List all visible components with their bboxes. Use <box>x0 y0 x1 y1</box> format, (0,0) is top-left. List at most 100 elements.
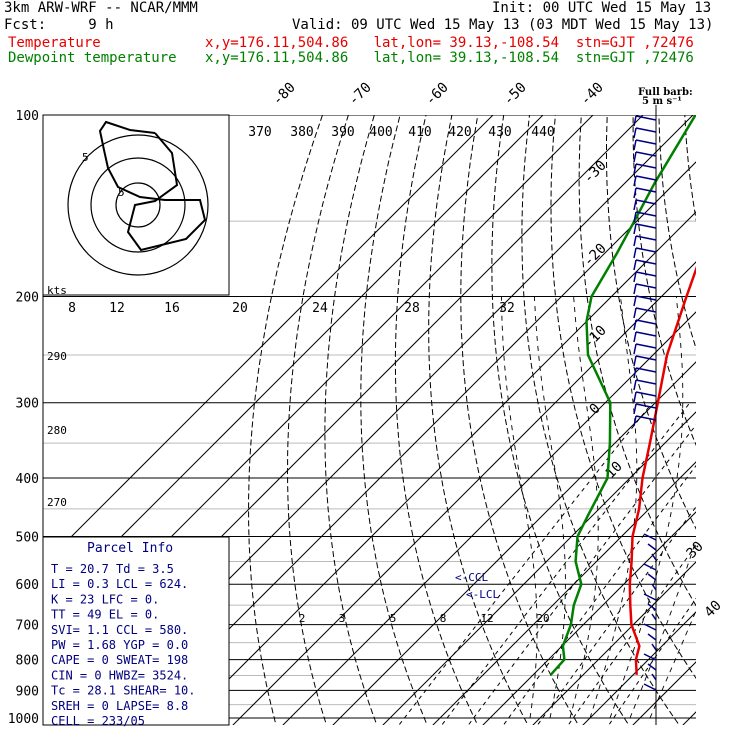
isotherm-label: -40 <box>578 80 607 109</box>
parcel-info-panel: Parcel Info T = 20.7 Td = 3.5LI = 0.3 LC… <box>42 536 230 728</box>
wind-barb-column: Full barb: 5 m s⁻¹ <box>633 87 693 725</box>
dry-adiabat-line <box>360 115 428 725</box>
mixing-ratio-line <box>502 464 696 725</box>
wind-barb <box>647 633 657 641</box>
theta-label: 430 <box>488 125 511 140</box>
parcel-info-title: Parcel Info <box>87 541 173 556</box>
mixing-ratio-line <box>536 506 696 725</box>
wind-barb <box>633 307 637 319</box>
forecast-hour: Fcst: 9 h <box>4 17 114 33</box>
hodograph-ring-inner <box>115 182 161 228</box>
moist-adiabat-label: 20 <box>232 301 248 316</box>
mixing-ratio-line <box>398 402 653 725</box>
wind-barb <box>635 247 657 253</box>
wind-barb <box>633 403 637 415</box>
wind-barb <box>633 175 637 187</box>
hodograph-ring-label: 5 <box>82 151 89 164</box>
wind-barb <box>633 187 637 199</box>
pressure-label: 900 <box>16 684 39 699</box>
wind-barb <box>633 355 637 367</box>
moist-adiabat-label: 28 <box>404 301 420 316</box>
theta-label: 370 <box>248 125 271 140</box>
dry-adiabat-line <box>632 115 696 447</box>
temperature-location: x,y=176.11,504.86 lat,lon= 39.13,-108.54… <box>205 35 694 51</box>
theta-label: 420 <box>448 125 471 140</box>
mixing-ratio-label: 2 <box>299 612 306 625</box>
pressure-label: 500 <box>16 530 39 545</box>
wind-barb <box>635 415 657 421</box>
pressure-label: 700 <box>16 619 39 634</box>
wind-barb <box>635 343 657 349</box>
wind-barb <box>643 593 657 601</box>
isotherm-line <box>43 115 494 566</box>
isotherm-line <box>532 561 696 725</box>
hodograph-units: kts <box>47 284 67 297</box>
parcel-info-row: CAPE = 0 SWEAT= 198 <box>51 653 188 667</box>
hodograph-ring-middle <box>90 157 186 253</box>
wind-barb <box>635 139 657 145</box>
wind-barb <box>633 391 637 403</box>
dry-adiabat-line <box>737 115 740 731</box>
isotherm-line <box>43 115 544 616</box>
parcel-info-row: SREH = 0 LAPSE= 8.8 <box>51 699 188 713</box>
parcel-info-row: T = 20.7 Td = 3.5 <box>51 562 174 576</box>
dry-adiabat-line <box>684 115 696 222</box>
wind-barb <box>633 319 637 331</box>
wind-barb <box>633 343 637 355</box>
wind-barb <box>633 367 637 379</box>
wind-barb <box>633 283 637 295</box>
pressure-label: 600 <box>16 578 39 593</box>
wind-barb <box>643 623 657 631</box>
moist-adiabat-line <box>501 296 538 719</box>
wind-barb <box>633 115 637 127</box>
wind-barb <box>633 271 637 283</box>
moist-adiabat-line <box>569 296 599 719</box>
temperature-legend: Temperature <box>8 35 101 51</box>
dry-adiabat-label: 290 <box>47 350 67 363</box>
mixing-ratio-label: 5 <box>390 612 397 625</box>
mixing-ratio-line <box>467 424 696 725</box>
isotherm-line <box>132 161 696 725</box>
parcel-info-row: SVI= 1.1 CCL = 580. <box>51 623 188 637</box>
wind-barb <box>635 391 657 397</box>
wind-barb <box>635 115 657 121</box>
isotherm-line <box>632 661 696 725</box>
isotherm-line <box>432 461 696 725</box>
dry-adiabat-line <box>606 115 696 530</box>
isotherm-label: -80 <box>270 80 299 109</box>
wind-barb <box>647 573 657 581</box>
wind-barb <box>643 683 657 691</box>
dry-adiabat-line <box>550 115 696 680</box>
dry-adiabat-line <box>578 115 696 607</box>
model-title: 3km ARW-WRF -- NCAR/MMM <box>4 0 198 16</box>
wind-barb <box>635 127 657 133</box>
wind-barb <box>651 613 657 621</box>
wind-barb <box>635 187 657 193</box>
dry-adiabat-line <box>394 115 479 725</box>
mixing-ratio-label: 3 <box>339 612 346 625</box>
moist-adiabat-line <box>609 296 684 719</box>
valid-time: Valid: 09 UTC Wed 15 May 13 (03 MDT Wed … <box>292 17 714 33</box>
theta-label: 400 <box>369 125 392 140</box>
isotherm-label: -50 <box>501 80 530 109</box>
wind-barb <box>635 331 657 337</box>
wind-barb <box>635 283 657 289</box>
dry-adiabat-line <box>324 115 378 725</box>
isotherm-label: -10 <box>581 323 610 352</box>
isotherm-label: -70 <box>346 80 375 109</box>
temperature-profile <box>628 265 696 675</box>
init-time: Init: 00 UTC Wed 15 May 13 <box>492 0 712 16</box>
wind-barb <box>651 673 657 681</box>
moist-adiabat-line <box>533 296 566 719</box>
wind-barb <box>635 403 657 409</box>
dry-adiabat-line <box>521 115 680 725</box>
mixing-ratio-line <box>567 544 696 725</box>
isotherm-label: -30 <box>581 158 610 187</box>
mixing-ratio-line <box>608 597 696 725</box>
pressure-axis: 100 200 300 400 500 600 700 800 900 1000 <box>8 109 44 727</box>
isotherm-line <box>382 411 696 725</box>
wind-barb <box>633 331 637 343</box>
isotherm-line <box>482 511 696 725</box>
wind-barb <box>643 563 657 571</box>
